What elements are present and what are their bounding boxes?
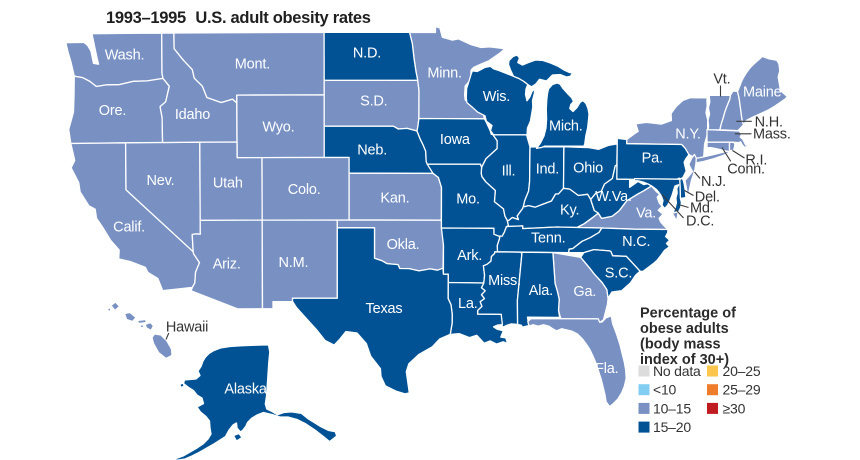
svg-text:20–25: 20–25 (723, 363, 761, 379)
svg-text:10–15: 10–15 (653, 400, 691, 416)
svg-text:obese adults: obese adults (640, 321, 729, 337)
svg-text:(body mass: (body mass (640, 337, 721, 353)
svg-text:D.C.: D.C. (686, 213, 714, 229)
svg-text:Ariz.: Ariz. (213, 256, 241, 272)
svg-text:Maine: Maine (743, 84, 782, 100)
svg-text:Neb.: Neb. (357, 143, 387, 159)
svg-text:Colo.: Colo. (288, 182, 321, 198)
svg-text:Ind.: Ind. (536, 162, 559, 178)
svg-text:S.C.: S.C. (605, 265, 632, 281)
svg-text:Fla.: Fla. (595, 361, 618, 377)
svg-text:Mo.: Mo. (456, 192, 480, 208)
svg-text:N.M.: N.M. (278, 255, 308, 271)
svg-text:Percentage of: Percentage of (640, 306, 736, 322)
svg-text:Ore.: Ore. (99, 103, 126, 119)
svg-text:N.Y.: N.Y. (675, 127, 701, 143)
svg-text:Utah: Utah (213, 176, 243, 192)
svg-text:Wash.: Wash. (105, 47, 145, 63)
svg-text:Texas: Texas (366, 301, 403, 317)
svg-text:Wis.: Wis. (483, 89, 510, 105)
svg-text:Kan.: Kan. (380, 191, 409, 207)
svg-text:Miss.: Miss. (488, 273, 521, 289)
svg-text:Ark.: Ark. (457, 248, 482, 264)
svg-text:Del.: Del. (695, 190, 720, 206)
svg-text:Tenn.: Tenn. (531, 231, 565, 247)
svg-text:<10: <10 (653, 382, 677, 398)
svg-text:Calif.: Calif. (113, 219, 145, 235)
svg-text:Okla.: Okla. (387, 237, 420, 253)
svg-text:N.D.: N.D. (353, 46, 381, 62)
svg-text:W.Va.: W.Va. (595, 189, 632, 205)
svg-text:Ga.: Ga. (573, 284, 596, 300)
svg-text:Nev.: Nev. (147, 173, 175, 189)
svg-text:Alaska: Alaska (224, 381, 267, 397)
svg-text:Mass.: Mass. (753, 127, 791, 143)
svg-text:Ill.: Ill. (502, 163, 516, 179)
svg-text:Pa.: Pa. (642, 151, 663, 167)
svg-text:Ohio: Ohio (573, 161, 603, 177)
svg-text:Mich.: Mich. (549, 118, 583, 134)
svg-text:N.J.: N.J. (701, 174, 726, 190)
svg-text:Iowa: Iowa (440, 132, 471, 148)
svg-text:1993–1995 U.S. adult obesity: 1993–1995 U.S. adult obesity rates (106, 9, 371, 27)
svg-text:Ala.: Ala. (529, 283, 553, 299)
svg-text:No data: No data (653, 363, 701, 379)
svg-text:Wyo.: Wyo. (262, 119, 294, 135)
svg-text:N.C.: N.C. (622, 234, 650, 250)
svg-text:R.I.: R.I. (745, 153, 767, 169)
svg-text:Conn.: Conn. (727, 162, 765, 178)
svg-text:N.H.: N.H. (755, 114, 783, 130)
svg-text:Mont.: Mont. (235, 57, 270, 73)
svg-text:Vt.: Vt. (713, 72, 730, 88)
svg-text:Minn.: Minn. (427, 66, 461, 82)
svg-text:index of 30+): index of 30+) (640, 352, 729, 368)
svg-text:La.: La. (458, 296, 478, 312)
svg-text:25–29: 25–29 (723, 382, 761, 398)
svg-text:15–20: 15–20 (653, 419, 691, 435)
svg-text:Idaho: Idaho (175, 107, 210, 123)
svg-text:Hawaii: Hawaii (166, 320, 208, 336)
svg-text:S.D.: S.D. (360, 94, 387, 110)
svg-text:Ky.: Ky. (560, 203, 579, 219)
svg-text:Va.: Va. (636, 205, 656, 221)
svg-text:Md.: Md. (690, 200, 714, 216)
svg-text:≥30: ≥30 (723, 400, 746, 416)
